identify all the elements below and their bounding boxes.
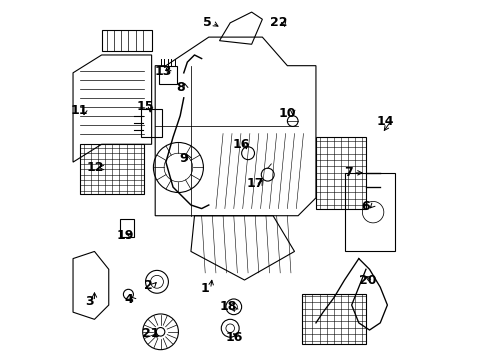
Text: 7: 7 — [343, 166, 352, 179]
Text: 4: 4 — [124, 293, 133, 306]
Text: 16: 16 — [232, 139, 249, 152]
Bar — [102, 30, 151, 51]
Text: 10: 10 — [278, 107, 296, 120]
Text: 12: 12 — [86, 161, 104, 174]
Bar — [344, 173, 394, 251]
Text: 19: 19 — [116, 229, 133, 242]
Text: 17: 17 — [246, 177, 264, 190]
Text: 16: 16 — [224, 331, 242, 344]
Text: 2: 2 — [143, 279, 152, 292]
Bar — [120, 219, 134, 237]
Text: 9: 9 — [179, 152, 188, 165]
Text: 8: 8 — [176, 81, 184, 94]
Bar — [80, 144, 144, 194]
Text: 22: 22 — [269, 16, 286, 29]
Text: 13: 13 — [154, 64, 171, 77]
Text: 14: 14 — [376, 114, 393, 127]
Text: 21: 21 — [142, 327, 159, 340]
Text: 11: 11 — [71, 104, 88, 117]
Bar — [301, 294, 365, 344]
Text: 15: 15 — [136, 100, 154, 113]
Text: 5: 5 — [202, 16, 211, 29]
Bar — [141, 109, 162, 137]
Text: 18: 18 — [219, 300, 237, 313]
Bar — [315, 137, 365, 208]
Bar — [159, 66, 176, 84]
Text: 6: 6 — [361, 200, 369, 213]
Text: 1: 1 — [201, 283, 209, 296]
Text: 3: 3 — [84, 295, 93, 308]
Text: 20: 20 — [358, 274, 376, 287]
